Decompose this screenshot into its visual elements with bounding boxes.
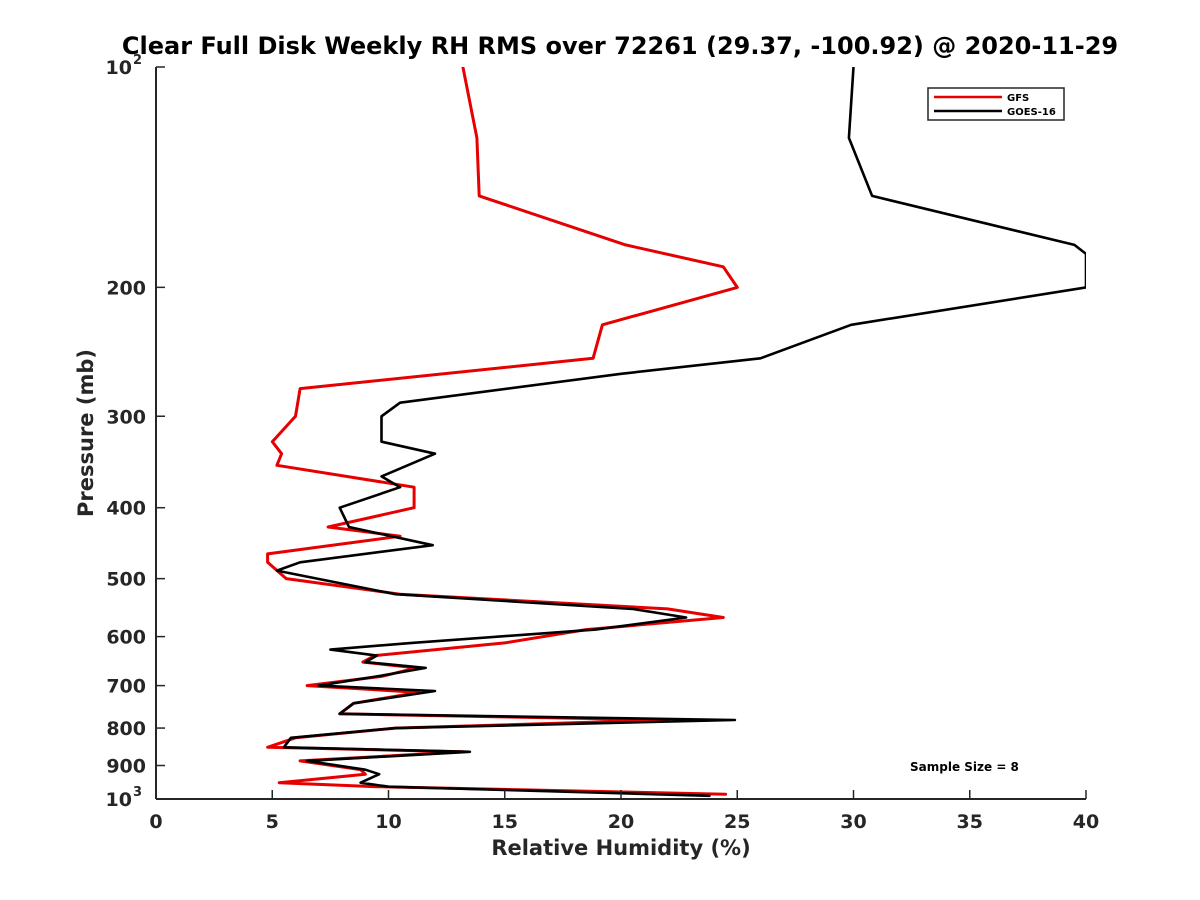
x-tick-label: 10	[375, 811, 401, 833]
series-line-gfs	[266, 67, 739, 796]
y-tick-exponent: 2	[133, 53, 142, 68]
y-tick-label: 600	[106, 627, 146, 649]
x-tick-label: 15	[492, 811, 518, 833]
legend: GFS GOES-16	[927, 87, 1065, 121]
y-axis-label: Pressure (mb)	[74, 349, 98, 517]
x-tick-label: 40	[1073, 811, 1099, 833]
legend-box	[927, 87, 1065, 121]
legend-label-gfs: GFS	[1007, 93, 1029, 104]
y-tick-exponent: 3	[133, 785, 142, 800]
y-tick-label: 700	[106, 676, 146, 698]
y-tick-label: 500	[106, 569, 146, 591]
y-tick-label: 10	[106, 57, 132, 79]
x-axis-label: Relative Humidity (%)	[491, 836, 750, 860]
y-tick-label: 300	[106, 406, 146, 428]
plot-area: 0 5 10 15 20 25 30 35 40 10 220030040050060070080…	[106, 53, 1100, 833]
y-tick-label: 200	[106, 277, 146, 299]
y-tick-label: 10	[106, 789, 132, 811]
x-tick-label: 20	[608, 811, 634, 833]
x-tick-label: 35	[957, 811, 983, 833]
x-axis-ticks: 0 5 10 15 20 25 30 35 40	[149, 790, 1099, 833]
series-line-goes16	[275, 67, 1086, 798]
y-tick-label: 800	[106, 718, 146, 740]
sample-size-annotation: Sample Size = 8	[910, 760, 1019, 774]
y-tick-label: 900	[106, 756, 146, 778]
legend-label-goes16: GOES-16	[1007, 107, 1056, 118]
chart-title: Clear Full Disk Weekly RH RMS over 72261…	[122, 32, 1118, 60]
x-tick-label: 0	[149, 811, 162, 833]
x-tick-label: 5	[266, 811, 279, 833]
series-layer	[266, 67, 1086, 798]
y-tick-label: 400	[106, 498, 146, 520]
x-tick-label: 25	[724, 811, 750, 833]
x-tick-label: 30	[840, 811, 866, 833]
